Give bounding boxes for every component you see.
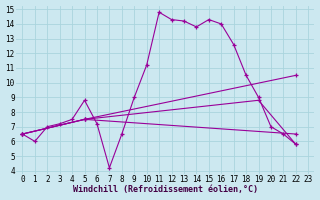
X-axis label: Windchill (Refroidissement éolien,°C): Windchill (Refroidissement éolien,°C) — [73, 185, 258, 194]
